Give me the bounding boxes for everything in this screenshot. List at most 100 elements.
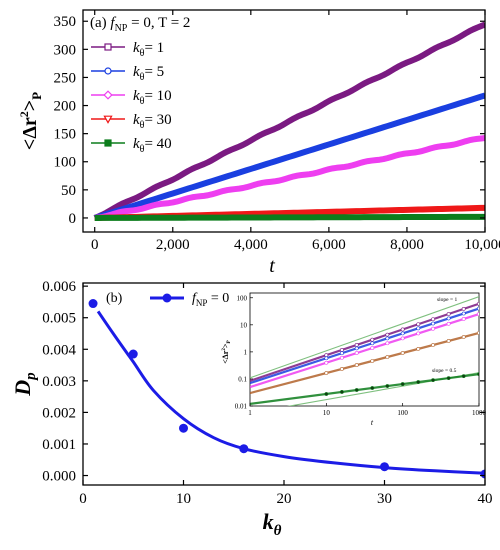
panel-b-legend-label: fNP = 0 [192, 291, 229, 308]
inset-marker [370, 386, 375, 390]
inset-marker [354, 388, 359, 392]
inset-marker [324, 356, 329, 361]
panel-a-x-label: t [269, 255, 275, 277]
y-tick-label: 0.001 [42, 437, 76, 453]
x-tick-label: 20 [277, 491, 292, 507]
inset-series-line [250, 373, 479, 405]
inset-series-4 [250, 331, 479, 395]
panel-a-title: (a) fNP = 0, T = 2 [90, 15, 190, 34]
legend-item-1: kθ= 1 [91, 40, 164, 59]
panel-b-ticks: 0 10 20 30 40 0.000 0.001 0.002 0.003 0.004 0.005 0… [42, 279, 492, 507]
inset-marker [446, 376, 451, 381]
inset-marker [446, 312, 451, 316]
legend-item-4: kθ= 30 [91, 112, 172, 131]
y-tick-label: 150 [54, 127, 77, 143]
inset-series [250, 296, 479, 406]
panel-b-legend: fNP = 0 [150, 291, 229, 308]
inset-series-line [250, 313, 479, 389]
inset-marker [477, 306, 479, 311]
y-tick-label: 0.004 [42, 342, 76, 358]
y-tick-label: 200 [54, 99, 77, 115]
inset-marker [385, 355, 390, 359]
inset-ticks: 1 10 100 1000 0.01 0.1 1 10 100 [235, 294, 487, 417]
inset-marker [340, 367, 344, 371]
inset-marker [324, 371, 329, 375]
data-point [128, 349, 138, 359]
x-tick-label: 6,000 [312, 237, 346, 253]
inset-x-tick-label: 100 [397, 409, 408, 417]
legend-label: kθ= 5 [133, 64, 164, 83]
inset-marker [385, 341, 390, 346]
series-5 [94, 213, 485, 221]
series-3 [94, 135, 485, 221]
inset-marker [400, 331, 405, 336]
inset-series-line [250, 302, 479, 382]
y-tick-label: 0.006 [42, 279, 76, 295]
inset-marker [461, 335, 466, 339]
x-tick-label: 10 [176, 491, 191, 507]
panel-b-label: (b) [106, 291, 123, 306]
inset-marker [431, 326, 435, 331]
panel-a-frame [82, 9, 486, 233]
data-point [380, 462, 389, 472]
inset-annotation-slope-1: slope = 1 [437, 297, 457, 303]
inset-series-3 [250, 312, 479, 389]
inset-marker [461, 317, 466, 321]
y-tick-label: 100 [54, 155, 77, 171]
inset-marker [385, 384, 390, 388]
series-1 [93, 21, 485, 221]
y-tick-label: 0.005 [42, 311, 76, 327]
inset-y-tick-label: 0.1 [238, 375, 247, 383]
inset-marker [477, 301, 479, 306]
data-point [480, 469, 485, 479]
inset-marker [416, 322, 421, 327]
inset-marker [340, 351, 344, 356]
inset-marker [416, 331, 421, 336]
inset-marker [431, 343, 435, 347]
inset-marker [370, 359, 375, 363]
inset-series-1 [250, 301, 479, 382]
legend-label: kθ= 40 [133, 136, 172, 155]
y-tick-label: 0.000 [42, 469, 76, 485]
inset-marker [400, 327, 405, 332]
inset-marker [354, 363, 359, 367]
inset-marker [324, 353, 329, 358]
y-tick-label: 0.003 [42, 374, 76, 390]
inset-x-tick-label: 1 [248, 409, 252, 417]
inset-marker [477, 331, 479, 335]
inset-y-tick-label: 0.01 [235, 403, 248, 411]
x-tick-label: 8,000 [390, 237, 424, 253]
inset-marker [416, 326, 421, 331]
inset-reference-line-1 [250, 296, 479, 379]
inset-series-2 [250, 306, 479, 385]
panel-a-y-label: <Δr2>P [17, 92, 44, 150]
inset-marker [400, 336, 405, 341]
inset-marker [446, 339, 451, 343]
inset-x-tick-label: 1000 [472, 409, 487, 417]
inset-marker [354, 346, 359, 351]
inset-marker [385, 336, 390, 341]
x-tick-label: 30 [377, 491, 392, 507]
data-point [88, 299, 98, 309]
inset-marker [461, 311, 466, 316]
legend-marker [104, 139, 112, 147]
inset-y-tick-label: 10 [240, 321, 248, 329]
legend-item-2: kθ= 5 [91, 64, 164, 83]
y-tick-label: 50 [61, 183, 76, 199]
y-tick-label: 250 [54, 70, 77, 86]
x-tick-label: 40 [478, 491, 493, 507]
panel-b: 0 10 20 30 40 0.000 0.001 0.002 0.003 0.004 0.005 0… [10, 279, 493, 539]
x-tick-label: 0 [79, 491, 87, 507]
inset-marker [354, 351, 359, 355]
inset-series-5 [250, 372, 479, 405]
inset-marker [431, 378, 435, 383]
panel-a-legend: kθ= 1 kθ= 5 kθ= 10 kθ= 30 kθ= 40 [91, 40, 172, 155]
y-tick-label: 300 [54, 42, 77, 58]
x-tick-label: 2,000 [156, 237, 190, 253]
inset-marker [416, 347, 421, 351]
x-tick-label: 0 [91, 237, 99, 253]
inset-marker [340, 348, 344, 352]
panel-a: 0 2,000 4,000 6,000 8,000 10,000 0 50 100 150 200 2… [17, 9, 500, 277]
panel-b-y-label: Dp [10, 372, 39, 397]
inset-marker [385, 332, 390, 337]
